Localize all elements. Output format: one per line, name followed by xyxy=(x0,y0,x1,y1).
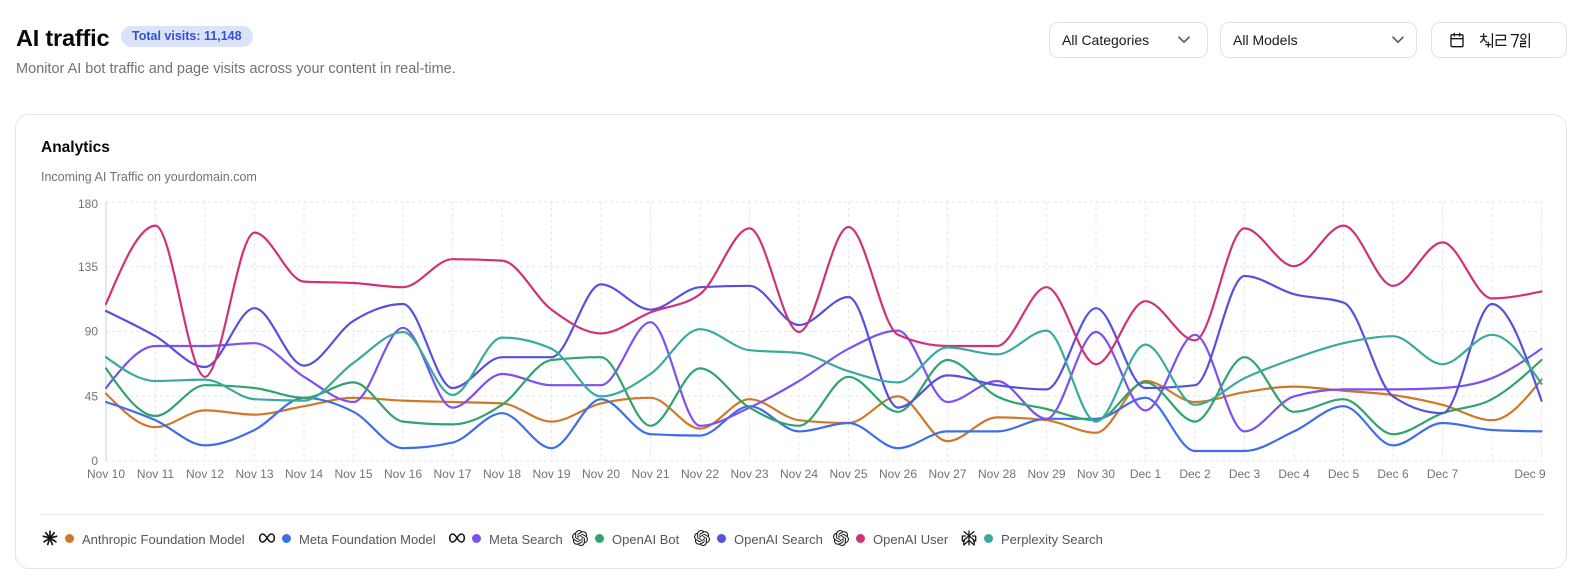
svg-text:180: 180 xyxy=(78,197,98,211)
svg-text:Nov 21: Nov 21 xyxy=(631,467,669,481)
svg-text:Nov 26: Nov 26 xyxy=(879,467,917,481)
svg-text:Dec 2: Dec 2 xyxy=(1179,467,1211,481)
svg-text:0: 0 xyxy=(91,454,98,468)
svg-text:Nov 14: Nov 14 xyxy=(285,467,323,481)
svg-text:Nov 11: Nov 11 xyxy=(137,467,174,481)
svg-text:Nov 16: Nov 16 xyxy=(384,467,422,481)
svg-text:Nov 29: Nov 29 xyxy=(1027,467,1065,481)
svg-text:Nov 17: Nov 17 xyxy=(433,467,471,481)
svg-text:Nov 25: Nov 25 xyxy=(829,467,867,481)
svg-text:Dec 4: Dec 4 xyxy=(1278,467,1310,481)
svg-text:Dec 9: Dec 9 xyxy=(1514,467,1546,481)
svg-text:Dec 5: Dec 5 xyxy=(1328,467,1360,481)
svg-text:Nov 13: Nov 13 xyxy=(235,467,273,481)
svg-text:Dec 7: Dec 7 xyxy=(1427,467,1459,481)
svg-text:Nov 12: Nov 12 xyxy=(186,467,224,481)
svg-text:45: 45 xyxy=(85,389,99,403)
svg-text:Nov 28: Nov 28 xyxy=(978,467,1016,481)
svg-text:Nov 15: Nov 15 xyxy=(334,467,372,481)
svg-text:Nov 10: Nov 10 xyxy=(87,467,125,481)
svg-text:Nov 18: Nov 18 xyxy=(483,467,521,481)
svg-text:Dec 1: Dec 1 xyxy=(1130,467,1162,481)
svg-text:Nov 30: Nov 30 xyxy=(1077,467,1115,481)
svg-text:Nov 22: Nov 22 xyxy=(681,467,719,481)
svg-text:Nov 20: Nov 20 xyxy=(582,467,620,481)
svg-text:Dec 3: Dec 3 xyxy=(1229,467,1261,481)
svg-text:Nov 23: Nov 23 xyxy=(730,467,768,481)
svg-text:135: 135 xyxy=(78,260,98,274)
svg-text:Nov 27: Nov 27 xyxy=(928,467,966,481)
svg-text:Nov 19: Nov 19 xyxy=(532,467,570,481)
svg-text:Dec 6: Dec 6 xyxy=(1377,467,1409,481)
svg-text:Nov 24: Nov 24 xyxy=(780,467,818,481)
svg-text:90: 90 xyxy=(85,325,99,339)
